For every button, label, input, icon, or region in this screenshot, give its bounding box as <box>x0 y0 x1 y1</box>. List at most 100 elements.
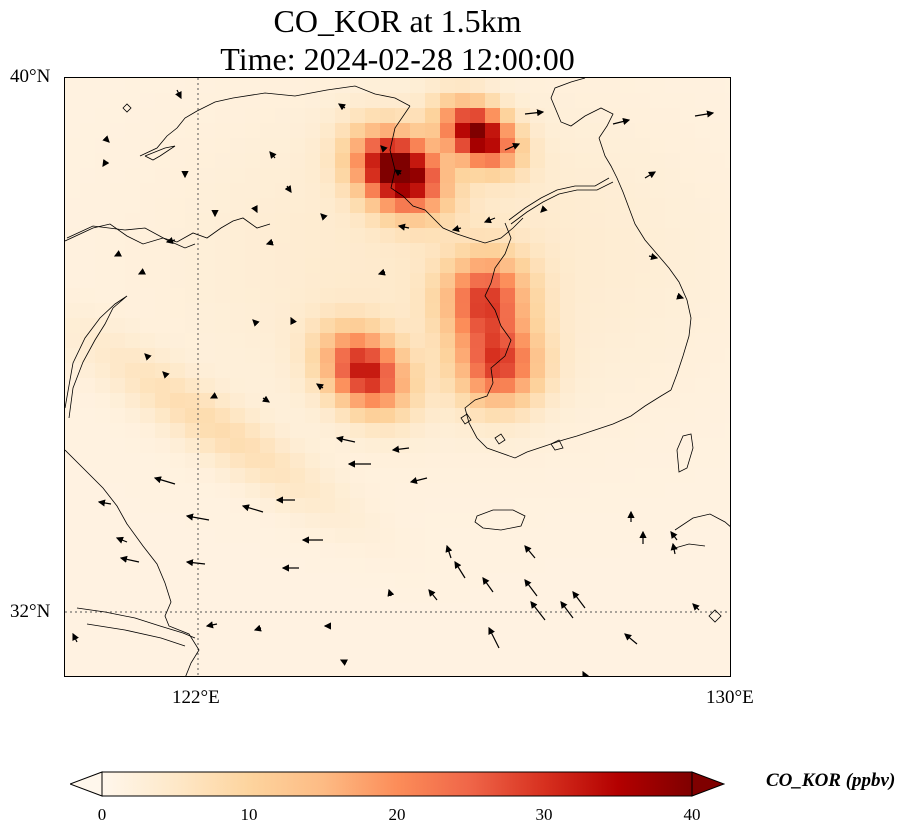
map-panel[interactable] <box>64 77 731 677</box>
field-cell <box>635 438 651 454</box>
field-cell <box>710 393 726 409</box>
field-cell <box>665 603 681 619</box>
field-cell <box>650 528 666 544</box>
field-cell <box>425 258 441 274</box>
field-cell <box>320 663 336 676</box>
field-cell <box>470 198 486 214</box>
field-cell <box>725 273 730 289</box>
field-cell <box>170 258 186 274</box>
field-cell <box>200 348 216 364</box>
field-cell <box>125 93 141 109</box>
field-cell <box>365 498 381 514</box>
field-cell <box>395 198 411 214</box>
field-cell <box>275 588 291 604</box>
field-cell <box>65 183 81 199</box>
field-cell <box>695 273 711 289</box>
field-cell <box>305 483 321 499</box>
field-cell <box>665 618 681 634</box>
field-cell <box>605 483 621 499</box>
field-cell <box>95 153 111 169</box>
wind-arrow <box>380 145 388 153</box>
field-cell <box>335 273 351 289</box>
field-cell <box>65 153 81 169</box>
field-cell <box>440 558 456 574</box>
field-cell <box>590 498 606 514</box>
field-cell <box>620 468 636 484</box>
field-cell <box>605 453 621 469</box>
field-cell <box>650 438 666 454</box>
field-cell <box>320 303 336 319</box>
field-cell <box>65 318 81 334</box>
field-cell <box>575 408 591 424</box>
field-cell <box>590 333 606 349</box>
map-canvas <box>65 78 730 676</box>
field-cell <box>320 378 336 394</box>
field-cell <box>635 288 651 304</box>
field-cell <box>695 303 711 319</box>
field-cell <box>620 93 636 109</box>
field-cell <box>95 633 111 649</box>
field-cell <box>575 303 591 319</box>
field-cell <box>170 618 186 634</box>
field-cell <box>470 303 486 319</box>
field-cell <box>80 183 96 199</box>
field-cell <box>365 528 381 544</box>
field-cell <box>380 348 396 364</box>
field-cell <box>95 123 111 139</box>
field-cell <box>245 603 261 619</box>
field-cell <box>545 573 561 589</box>
field-cell <box>425 273 441 289</box>
field-cell <box>95 228 111 244</box>
field-cell <box>140 258 156 274</box>
field-cell <box>95 393 111 409</box>
field-cell <box>125 378 141 394</box>
field-cell <box>245 93 261 109</box>
field-cell <box>545 333 561 349</box>
field-cell <box>650 588 666 604</box>
field-cell <box>65 168 81 184</box>
field-cell <box>395 228 411 244</box>
field-cell <box>395 168 411 184</box>
field-cell <box>650 663 666 676</box>
field-cell <box>725 348 730 364</box>
field-cell <box>680 198 696 214</box>
field-cell <box>485 498 501 514</box>
field-cell <box>710 603 726 619</box>
field-cell <box>455 408 471 424</box>
field-cell <box>215 423 231 439</box>
field-cell <box>410 123 426 139</box>
field-cell <box>230 78 246 94</box>
field-cell <box>200 363 216 379</box>
field-cell <box>440 663 456 676</box>
field-cell <box>470 378 486 394</box>
wind-arrow <box>428 589 438 601</box>
field-cell <box>125 198 141 214</box>
field-cell <box>650 408 666 424</box>
field-cell <box>530 408 546 424</box>
field-cell <box>290 378 306 394</box>
field-cell <box>440 318 456 334</box>
field-cell <box>605 423 621 439</box>
field-cell <box>65 513 81 529</box>
field-cell <box>335 78 351 94</box>
field-cell <box>425 168 441 184</box>
field-cell <box>425 468 441 484</box>
field-cell <box>560 318 576 334</box>
field-cell <box>95 78 111 94</box>
field-cell <box>650 138 666 154</box>
field-cell <box>110 468 126 484</box>
field-cell <box>80 303 96 319</box>
field-cell <box>185 213 201 229</box>
field-cell <box>590 318 606 334</box>
field-cell <box>410 378 426 394</box>
field-cell <box>515 243 531 259</box>
field-cell <box>695 243 711 259</box>
field-cell <box>410 348 426 364</box>
field-cell <box>170 603 186 619</box>
field-cell <box>605 663 621 676</box>
field-cell <box>725 423 730 439</box>
field-cell <box>650 228 666 244</box>
field-cell <box>650 363 666 379</box>
field-cell <box>320 438 336 454</box>
field-cell <box>80 483 96 499</box>
